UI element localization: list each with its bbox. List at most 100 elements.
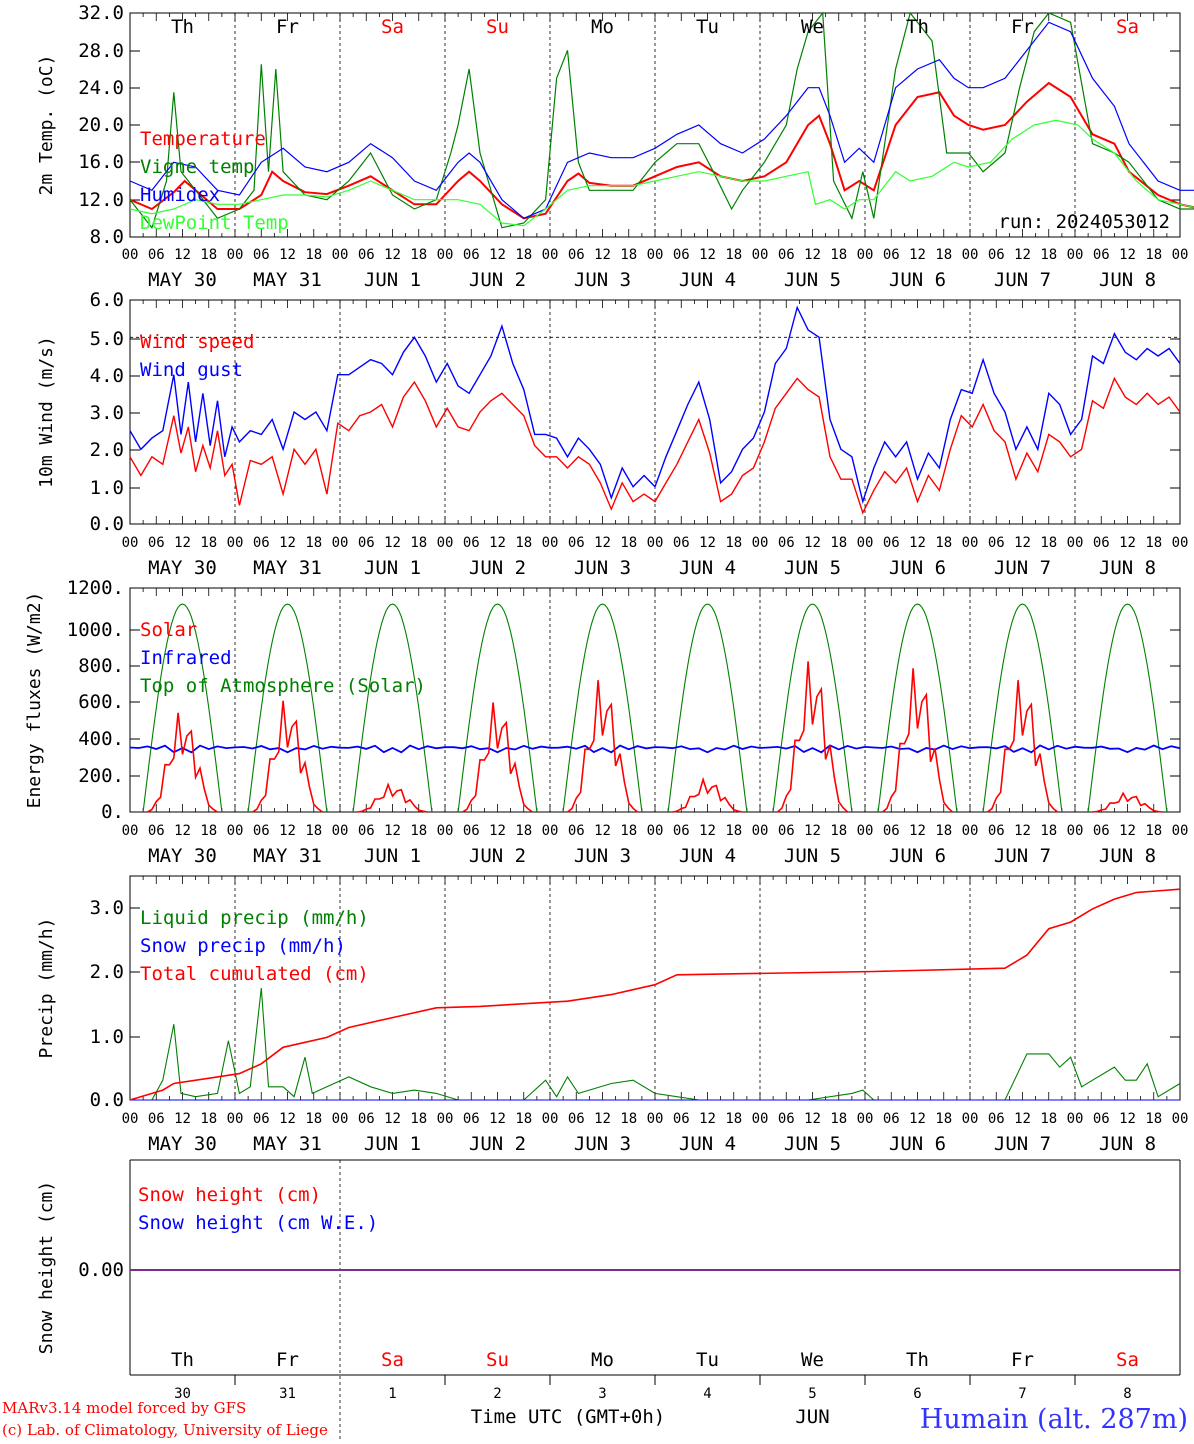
y-tick-label: 0. xyxy=(101,801,124,823)
x-tick-label: 18 xyxy=(1145,247,1162,263)
weekday-label: Sa xyxy=(381,16,404,38)
day-number: 30 xyxy=(174,1386,191,1402)
x-tick-label: 18 xyxy=(410,535,427,551)
x-tick-label: 06 xyxy=(253,823,270,839)
series-line-wind-speed xyxy=(129,376,1181,515)
x-tick-label: 06 xyxy=(988,535,1005,551)
x-tick-label: 18 xyxy=(515,1111,532,1127)
x-tick-label: 12 xyxy=(489,1111,506,1127)
x-tick-label: 00 xyxy=(332,1111,349,1127)
x-tick-label: 06 xyxy=(253,535,270,551)
date-label: JUN 2 xyxy=(469,845,526,867)
y-tick-label: 0.0 xyxy=(90,513,124,535)
y-axis-title: 2m Temp. (oC) xyxy=(36,55,57,196)
date-label: JUN 5 xyxy=(784,557,841,579)
day-number: 5 xyxy=(808,1386,816,1402)
date-label: JUN 7 xyxy=(994,269,1051,291)
y-tick-label: 24.0 xyxy=(78,77,124,99)
x-tick-label: 06 xyxy=(883,535,900,551)
date-label: JUN 4 xyxy=(679,845,736,867)
legend-entry: Solar xyxy=(140,619,197,641)
y-tick-label: 16.0 xyxy=(78,151,124,173)
x-tick-label: 18 xyxy=(200,535,217,551)
series-line-solar xyxy=(1092,791,1163,813)
x-tick-label: 12 xyxy=(909,1111,926,1127)
y-tick-label: 5.0 xyxy=(90,328,124,350)
x-tick-label: 18 xyxy=(410,247,427,263)
day-number: 7 xyxy=(1018,1386,1026,1402)
y-tick-label: 800. xyxy=(78,655,124,677)
y-tick-label: 28.0 xyxy=(78,40,124,62)
series-line-top-of-atmosphere xyxy=(247,603,328,813)
weekday-label: Th xyxy=(906,16,929,38)
x-tick-label: 12 xyxy=(699,247,716,263)
x-tick-label: 18 xyxy=(620,535,637,551)
y-axis-title: Snow height (cm) xyxy=(36,1181,57,1354)
x-tick-label: 12 xyxy=(384,1111,401,1127)
x-tick-label: 00 xyxy=(542,247,559,263)
x-tick-label: 06 xyxy=(883,1111,900,1127)
x-tick-label: 18 xyxy=(1040,535,1057,551)
weekday-label: Sa xyxy=(1116,1349,1139,1371)
y-tick-label: 0.0 xyxy=(90,1089,124,1111)
x-tick-label: 00 xyxy=(227,1111,244,1127)
date-label: JUN 5 xyxy=(784,269,841,291)
legend-entry: Snow precip (mm/h) xyxy=(140,935,346,957)
x-tick-label: 18 xyxy=(620,823,637,839)
date-label: MAY 30 xyxy=(148,269,217,291)
date-label: JUN 7 xyxy=(994,1133,1051,1155)
x-tick-label: 18 xyxy=(515,247,532,263)
series-line-vigne-temp xyxy=(129,11,1194,229)
x-tick-label: 00 xyxy=(437,1111,454,1127)
day-number: 6 xyxy=(913,1386,921,1402)
y-axis-title: Precip (mm/h) xyxy=(36,918,57,1059)
date-label: MAY 30 xyxy=(148,557,217,579)
x-tick-label: 12 xyxy=(384,535,401,551)
x-axis-title: Time UTC (GMT+0h) xyxy=(471,1406,665,1428)
x-tick-label: 00 xyxy=(1067,535,1084,551)
x-tick-label: 00 xyxy=(647,247,664,263)
x-tick-label: 06 xyxy=(673,535,690,551)
x-tick-label: 06 xyxy=(463,1111,480,1127)
day-number: 31 xyxy=(279,1386,296,1402)
x-tick-label: 00 xyxy=(227,247,244,263)
legend-entry: Temperature xyxy=(140,128,266,150)
x-tick-label: 12 xyxy=(909,823,926,839)
x-tick-label: 12 xyxy=(804,823,821,839)
date-label: JUN 3 xyxy=(574,1133,631,1155)
date-label: JUN 6 xyxy=(889,557,946,579)
date-label: MAY 31 xyxy=(253,1133,322,1155)
x-tick-label: 12 xyxy=(1014,1111,1031,1127)
x-tick-label: 06 xyxy=(358,823,375,839)
x-tick-label: 06 xyxy=(1093,535,1110,551)
x-tick-label: 00 xyxy=(122,535,139,551)
series-line-top-of-atmosphere xyxy=(1087,603,1168,813)
x-tick-label: 00 xyxy=(962,535,979,551)
x-tick-label: 12 xyxy=(594,247,611,263)
x-tick-label: 12 xyxy=(1119,247,1136,263)
y-tick-label: 32.0 xyxy=(78,2,124,24)
weekday-label: Th xyxy=(171,16,194,38)
x-tick-label: 06 xyxy=(358,1111,375,1127)
x-tick-label: 12 xyxy=(1014,823,1031,839)
x-tick-label: 18 xyxy=(200,247,217,263)
y-tick-label: 12.0 xyxy=(78,189,124,211)
x-tick-label: 12 xyxy=(1014,247,1031,263)
x-tick-label: 12 xyxy=(279,823,296,839)
panel-frame xyxy=(129,299,1181,525)
x-tick-label: 18 xyxy=(935,535,952,551)
x-tick-label: 06 xyxy=(148,535,165,551)
date-label: JUN 7 xyxy=(994,845,1051,867)
date-label: JUN 6 xyxy=(889,269,946,291)
x-tick-label: 12 xyxy=(1014,535,1031,551)
legend-entry: DewPoint Temp xyxy=(140,212,289,234)
legend-entry: Snow height (cm W.E.) xyxy=(138,1212,378,1234)
date-label: MAY 31 xyxy=(253,269,322,291)
weekday-label: Sa xyxy=(381,1349,404,1371)
series-line-wind-gust xyxy=(129,305,1181,505)
x-tick-label: 06 xyxy=(988,247,1005,263)
date-label: MAY 31 xyxy=(253,845,322,867)
month-label: JUN xyxy=(795,1406,829,1428)
x-tick-label: 00 xyxy=(122,247,139,263)
